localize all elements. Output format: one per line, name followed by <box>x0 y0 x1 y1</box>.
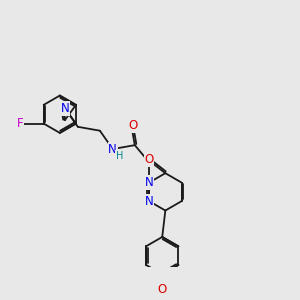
Text: N: N <box>145 176 154 189</box>
Text: N: N <box>145 176 154 189</box>
Text: H: H <box>116 151 123 161</box>
Text: O: O <box>144 153 154 166</box>
Text: F: F <box>17 117 23 130</box>
Text: N: N <box>145 195 154 208</box>
Text: N: N <box>61 102 69 115</box>
Text: O: O <box>158 283 167 296</box>
Text: N: N <box>108 142 117 155</box>
Text: O: O <box>129 119 138 132</box>
